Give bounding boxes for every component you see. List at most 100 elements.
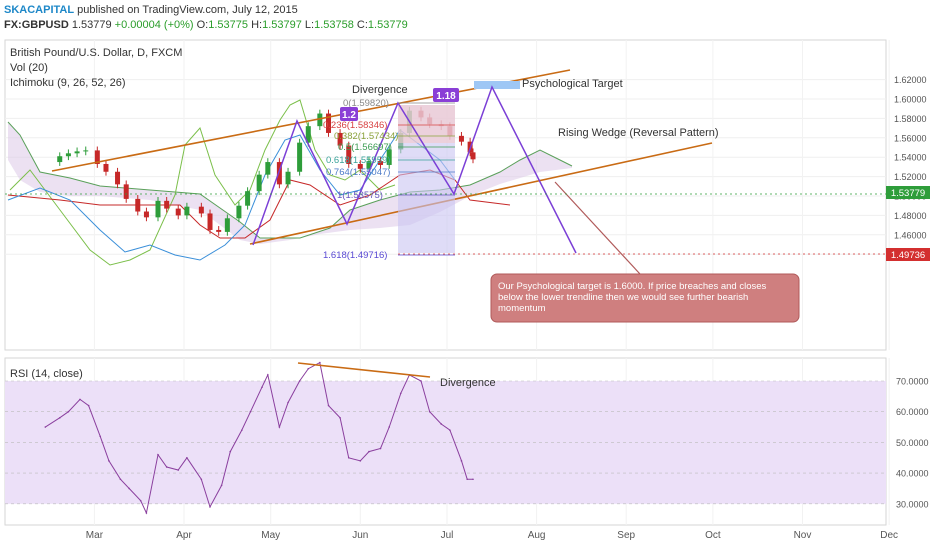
candle-body bbox=[143, 211, 149, 218]
fib-level-label: 0.5(1.56697) bbox=[338, 142, 392, 153]
candle-body bbox=[115, 171, 121, 185]
rsi-line bbox=[45, 361, 473, 515]
open-label: O: bbox=[196, 19, 209, 31]
quote-header: FX:GBPUSD 1.53779 +0.00004 (+0%) O:1.537… bbox=[4, 19, 408, 31]
candle-body bbox=[458, 135, 464, 142]
callout-line-2: below the lower trendline then we would … bbox=[498, 292, 748, 303]
candle-body bbox=[207, 213, 213, 230]
fib-level-label: 1(1.53575) bbox=[337, 190, 383, 201]
level-price-badge bbox=[886, 248, 930, 261]
callout-line-1: Our Psychological target is 1.6000. If p… bbox=[498, 281, 767, 292]
price-tick-label: 1.58000 bbox=[894, 114, 927, 124]
time-tick-label: Mar bbox=[86, 530, 104, 541]
fib-level-label: 0.764(1.55047) bbox=[326, 167, 390, 178]
rsi-tick-label: 40.0000 bbox=[896, 469, 929, 479]
candle-body bbox=[305, 126, 311, 143]
rsi-point bbox=[99, 435, 101, 438]
time-tick-label: Nov bbox=[794, 530, 812, 541]
fib-level-label: 0.618(1.55959) bbox=[326, 155, 390, 166]
candle-body bbox=[74, 151, 80, 154]
candle-body bbox=[135, 198, 141, 212]
rsi-point bbox=[472, 478, 474, 481]
rsi-point bbox=[428, 410, 431, 413]
time-tick-label: Oct bbox=[705, 530, 721, 541]
time-tick-label: Dec bbox=[880, 530, 898, 541]
time-tick-label: Sep bbox=[617, 530, 635, 541]
rsi-point bbox=[79, 398, 81, 401]
candle-body bbox=[276, 162, 282, 185]
candle-body bbox=[357, 163, 363, 169]
current-price-badge bbox=[886, 186, 930, 199]
high-value: 1.53797 bbox=[262, 19, 302, 31]
rising-wedge-label: Rising Wedge (Reversal Pattern) bbox=[558, 127, 719, 139]
fib-zone-upper bbox=[398, 105, 455, 143]
candle-body bbox=[245, 191, 251, 206]
callout-box bbox=[490, 273, 800, 323]
fib-level-label: 0.236(1.58346) bbox=[323, 120, 387, 131]
candle-body bbox=[470, 152, 476, 160]
candle-body bbox=[155, 200, 161, 218]
psych-target-label: Psychological Target bbox=[522, 78, 623, 90]
candle-body bbox=[184, 206, 190, 216]
high-label: H: bbox=[251, 19, 263, 31]
ichimoku-tenkan bbox=[7, 129, 456, 261]
time-tick-label: Apr bbox=[176, 530, 192, 541]
legend-vol: Vol (20) bbox=[10, 62, 48, 74]
rsi-divergence-label: Divergence bbox=[440, 377, 496, 389]
rsi-point bbox=[460, 460, 463, 462]
candle-body bbox=[198, 206, 204, 214]
rsi-point bbox=[440, 423, 443, 425]
price-tick-label: 1.56000 bbox=[894, 133, 927, 143]
current-price-text: 1.53779 bbox=[891, 188, 925, 199]
rsi-point bbox=[278, 426, 281, 428]
candle-body bbox=[285, 171, 291, 185]
candle-body bbox=[224, 218, 230, 232]
rsi-point bbox=[128, 487, 130, 490]
rsi-point bbox=[249, 410, 252, 413]
candle-body bbox=[103, 163, 109, 172]
rsi-point bbox=[347, 456, 350, 459]
rsi-divergence-line bbox=[297, 362, 431, 378]
time-tick-label: Aug bbox=[528, 530, 546, 541]
rsi-point bbox=[186, 456, 188, 459]
open-value: 1.53775 bbox=[208, 19, 249, 31]
candle-body bbox=[297, 142, 303, 172]
rsi-label: RSI (14, close) bbox=[10, 368, 83, 380]
rsi-point bbox=[200, 478, 203, 481]
psych-target-box bbox=[474, 81, 520, 89]
candle-body bbox=[346, 145, 352, 164]
legend-ichimoku: Ichimoku (9, 26, 52, 26) bbox=[10, 77, 126, 89]
rsi-point bbox=[58, 417, 61, 419]
rsi-point bbox=[241, 429, 243, 431]
legend-title: British Pound/U.S. Dollar, D, FXCM bbox=[10, 47, 182, 59]
badge-1-18 bbox=[433, 88, 459, 102]
candle-body bbox=[65, 153, 71, 157]
close-label: C: bbox=[356, 19, 368, 31]
rsi-tick-label: 60.0000 bbox=[896, 407, 929, 417]
candle-body bbox=[386, 149, 392, 165]
price-tick-label: 1.46000 bbox=[894, 230, 927, 240]
fib-level-label: 0.382(1.57434) bbox=[334, 131, 398, 142]
price-tick-label: 1.48000 bbox=[894, 211, 927, 221]
ichimoku-lagging-span bbox=[9, 99, 396, 266]
candle-body bbox=[366, 161, 372, 169]
publisher-name[interactable]: SKACAPITAL bbox=[4, 4, 75, 16]
candle-body bbox=[317, 113, 323, 127]
candle-body bbox=[216, 229, 222, 232]
rsi-point bbox=[108, 460, 110, 462]
rsi-point bbox=[165, 466, 168, 468]
candle-body bbox=[164, 200, 170, 209]
callout-line-3: momentum bbox=[498, 303, 546, 314]
badge-1-2-text: 1.2 bbox=[342, 110, 356, 121]
price-tick-label: 1.62000 bbox=[894, 75, 927, 85]
close-value: 1.53779 bbox=[367, 19, 408, 31]
rsi-point bbox=[466, 478, 469, 481]
candle-body bbox=[94, 150, 100, 164]
rsi-point bbox=[261, 386, 263, 388]
rsi-point bbox=[388, 426, 391, 428]
time-tick-label: Jul bbox=[441, 530, 454, 541]
rsi-point bbox=[399, 392, 402, 395]
rsi-point bbox=[157, 453, 159, 456]
rsi-point bbox=[327, 404, 330, 407]
